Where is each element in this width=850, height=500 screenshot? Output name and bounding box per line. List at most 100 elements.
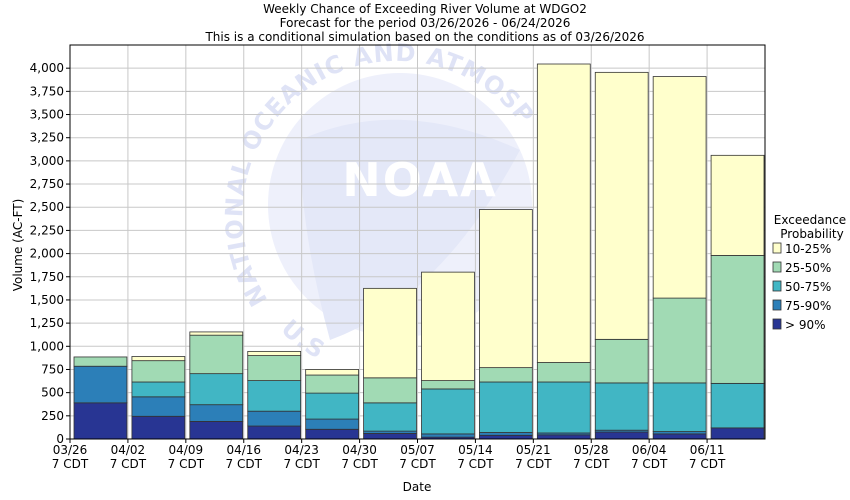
x-tick-label: 05/14: [458, 443, 493, 457]
bar-segment: [363, 287, 417, 379]
bar-segment: [479, 432, 533, 436]
x-tick-label-time: 7 CDT: [52, 457, 89, 471]
y-tick-label: 2,750: [30, 177, 64, 191]
x-tick-label-time: 7 CDT: [631, 457, 668, 471]
bar-segment: [652, 76, 707, 299]
bar-segment: [189, 404, 244, 422]
y-tick-label: 2,500: [30, 200, 64, 214]
bar-segment: [652, 382, 707, 432]
y-tick-label: 4,000: [30, 61, 64, 75]
y-tick-label: 0: [56, 432, 64, 446]
legend-label: 10-25%: [785, 242, 831, 256]
bar-segment: [247, 410, 302, 427]
bar-segment: [247, 380, 302, 412]
y-axis-ticks: 0 250 500 750 1,000 1,250 1,500 1,750 2,000 2,250…: [30, 61, 70, 446]
chart-title: Weekly Chance of Exceeding River Volume …: [204, 2, 644, 44]
y-tick-label: 250: [41, 409, 64, 423]
bar-segment: [305, 374, 359, 394]
x-tick-label-time: 7 CDT: [283, 457, 320, 471]
y-tick-label: 3,000: [30, 154, 64, 168]
bar-segment: [421, 388, 475, 435]
bar-segment: [189, 331, 244, 336]
y-tick-label: 3,500: [30, 108, 64, 122]
bar-segment: [189, 420, 244, 440]
chart-title-line: Weekly Chance of Exceeding River Volume …: [263, 2, 587, 16]
x-tick-label-time: 7 CDT: [110, 457, 147, 471]
legend-label: > 90%: [785, 318, 826, 332]
y-tick-label: 3,750: [30, 84, 64, 98]
x-tick-label: 06/04: [632, 443, 667, 457]
bar-segment: [131, 396, 186, 417]
y-tick-label: 2,000: [30, 247, 64, 261]
x-tick-label-time: 7 CDT: [689, 457, 726, 471]
bar-segment: [710, 255, 765, 384]
watermark-gull-shape: [300, 119, 520, 340]
y-tick-label: 750: [41, 362, 64, 376]
x-tick-label: 03/26: [53, 443, 88, 457]
bar-segment: [305, 369, 359, 376]
x-tick-label-time: 7 CDT: [515, 457, 552, 471]
x-tick-label-time: 7 CDT: [573, 457, 610, 471]
bar-segment: [131, 356, 186, 362]
bar-segment: [710, 154, 765, 256]
y-tick-label: 1,250: [30, 316, 64, 330]
bar-segment: [652, 297, 707, 384]
legend-label: 25-50%: [785, 261, 831, 275]
watermark-logo: NOAA: [342, 153, 498, 207]
bar-segment: [594, 338, 649, 384]
bar-segment: [710, 382, 765, 429]
bar-segment: [479, 381, 533, 433]
legend-label: 50-75%: [785, 280, 831, 294]
legend-label: 75-90%: [785, 299, 831, 313]
y-axis-label: Volume (AC-FT): [11, 199, 25, 292]
x-tick-label: 06/11: [690, 443, 725, 457]
x-tick-label-time: 7 CDT: [168, 457, 205, 471]
bar-segment: [421, 271, 475, 381]
legend-title: Probability: [780, 227, 843, 241]
bar-segment: [594, 431, 649, 440]
bar-segment: [73, 402, 128, 440]
y-tick-label: 1,750: [30, 270, 64, 284]
x-tick-label-time: 7 CDT: [457, 457, 494, 471]
bars: [73, 63, 765, 440]
bar-segment: [536, 63, 591, 363]
bar-segment: [479, 367, 533, 383]
bar-segment: [131, 360, 186, 383]
bar-segment: [652, 433, 707, 440]
bar-segment: [594, 382, 649, 431]
x-tick-label-time: 7 CDT: [399, 457, 436, 471]
chart-title-line: This is a conditional simulation based o…: [204, 30, 644, 44]
x-tick-label: 04/09: [169, 443, 204, 457]
x-tick-label: 04/16: [226, 443, 261, 457]
bar-segment: [479, 209, 533, 369]
y-tick-label: 3,250: [30, 131, 64, 145]
bar-segment: [594, 71, 649, 340]
bar-segment: [536, 362, 591, 383]
y-tick-label: 2,250: [30, 223, 64, 237]
bar-segment: [247, 425, 302, 440]
y-tick-label: 1,000: [30, 339, 64, 353]
x-tick-label: 04/02: [111, 443, 146, 457]
legend-swatch: [772, 242, 782, 254]
x-axis-label: Date: [403, 480, 432, 494]
bar-segment: [421, 433, 475, 438]
bar-segment: [189, 373, 244, 406]
legend-swatch: [772, 299, 782, 311]
bar-segment: [479, 434, 533, 440]
bar-segment: [710, 427, 765, 440]
bar-segment: [131, 381, 186, 398]
y-tick-label: 500: [41, 386, 64, 400]
bar-segment: [73, 365, 128, 404]
bar-segment: [363, 402, 417, 432]
x-tick-label: 05/28: [574, 443, 609, 457]
y-tick-label: 1,500: [30, 293, 64, 307]
bar-segment: [131, 415, 186, 440]
bar-segment: [305, 418, 359, 430]
chart-title-line: Forecast for the period 03/26/2026 - 06/…: [280, 16, 571, 30]
legend-title: Exceedance: [774, 213, 846, 227]
x-tick-label-time: 7 CDT: [341, 457, 378, 471]
bar-segment: [305, 428, 359, 440]
